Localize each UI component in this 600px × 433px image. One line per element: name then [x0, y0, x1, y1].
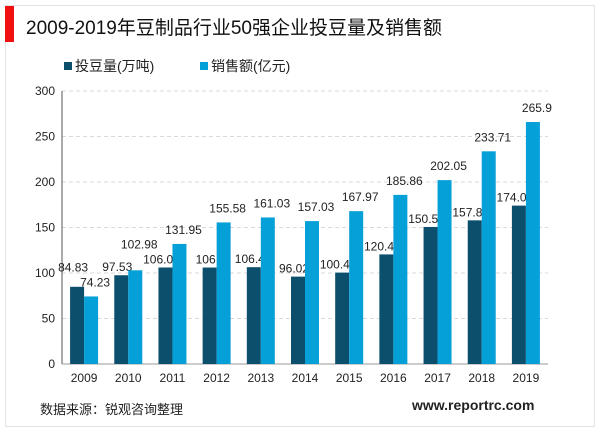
data-label: 131.95 — [165, 223, 202, 237]
legend-item-series1: 投豆量(万吨) — [64, 56, 154, 76]
data-label: 167.97 — [342, 190, 379, 204]
x-tick-label: 2013 — [247, 371, 274, 385]
y-tick-label: 100 — [35, 266, 55, 280]
bar-sales — [393, 194, 408, 364]
bar-volume — [511, 205, 526, 364]
legend-label: 投豆量(万吨) — [75, 58, 155, 74]
bar-volume — [379, 254, 394, 364]
bar-sales — [216, 222, 231, 364]
data-label: 96.02 — [279, 262, 309, 276]
y-tick-label: 300 — [35, 84, 55, 98]
title-accent-bar — [5, 6, 14, 42]
bar-sales — [481, 151, 496, 364]
data-label: 157.03 — [298, 200, 335, 214]
website: www.reportrc.com — [412, 397, 535, 413]
bar-volume — [158, 267, 173, 364]
x-tick-label: 2017 — [424, 371, 451, 385]
data-label: 106.04 — [143, 253, 180, 267]
data-label: 120.43 — [364, 239, 401, 253]
y-tick-label: 50 — [42, 312, 56, 326]
chart-frame — [5, 5, 595, 427]
y-tick-label: 0 — [48, 357, 55, 371]
bar-sales — [349, 211, 364, 364]
y-tick-label: 200 — [35, 175, 55, 189]
data-label: 100.44 — [320, 258, 357, 272]
data-label: 106.4 — [235, 252, 265, 266]
data-label: 155.58 — [209, 201, 246, 215]
chart-title: 2009-2019年豆制品行业50强企业投豆量及销售额 — [26, 18, 442, 39]
x-tick-label: 2018 — [468, 371, 495, 385]
x-tick-label: 2010 — [115, 371, 142, 385]
y-tick-label: 250 — [35, 130, 55, 144]
x-tick-label: 2011 — [160, 371, 186, 385]
data-label: 84.83 — [58, 260, 88, 274]
bar-volume — [335, 272, 350, 364]
bar-sales — [260, 217, 275, 364]
bar-sales — [84, 296, 99, 364]
x-tick-label: 2012 — [203, 371, 230, 385]
legend-swatch — [200, 62, 208, 70]
data-label: 74.23 — [80, 275, 110, 289]
legend-item-series2: 销售额(亿元) — [200, 56, 290, 76]
data-label: 161.03 — [253, 196, 290, 210]
bar-sales — [305, 221, 319, 364]
data-source: 数据来源：锐观咨询整理 — [40, 402, 184, 417]
data-label: 265.9 — [522, 101, 552, 115]
x-tick-label: 2019 — [513, 371, 540, 385]
data-label: 150.59 — [408, 212, 445, 226]
bar-sales — [525, 122, 540, 364]
data-label: 233.71 — [474, 130, 511, 144]
legend-swatch — [64, 62, 72, 70]
bar-sales — [172, 243, 187, 364]
bar-volume — [291, 276, 305, 364]
data-label: 174.04 — [497, 191, 534, 205]
bar-volume — [423, 226, 438, 364]
x-tick-label: 2016 — [380, 371, 407, 385]
bar-volume — [114, 275, 129, 364]
bar-volume — [202, 267, 217, 364]
data-label: 97.53 — [102, 260, 132, 274]
data-label: 102.98 — [121, 238, 158, 252]
data-label: 185.86 — [386, 174, 423, 188]
data-label: 202.05 — [430, 159, 467, 173]
y-tick-label: 150 — [35, 221, 55, 235]
data-label: 106 — [196, 253, 216, 267]
x-tick-label: 2014 — [292, 371, 319, 385]
legend-label: 销售额(亿元) — [211, 58, 291, 74]
data-label: 157.86 — [452, 205, 489, 219]
bar-sales — [437, 180, 452, 364]
bar-volume — [70, 286, 85, 364]
bar-sales — [128, 270, 143, 364]
bar-volume — [467, 220, 482, 364]
x-tick-label: 2009 — [71, 371, 98, 385]
bar-volume — [246, 267, 261, 364]
x-tick-label: 2015 — [336, 371, 363, 385]
